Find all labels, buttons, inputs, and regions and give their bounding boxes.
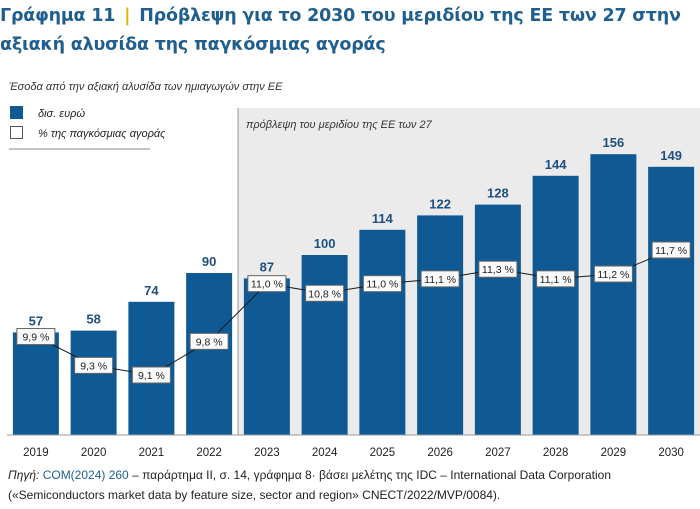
percent-box-2030 <box>651 241 691 259</box>
title-text: Πρόβλεψη για το 2030 του μεριδίου της ΕΕ… <box>0 6 681 55</box>
figure-number: Γράφημα 11 <box>0 6 116 26</box>
bar-value-2023: 87 <box>260 259 274 274</box>
bar-2024 <box>301 255 348 435</box>
percent-box-2024 <box>305 284 345 302</box>
x-tick-2029: 2029 <box>601 447 627 459</box>
bar-value-2020: 58 <box>86 312 100 327</box>
x-tick-2027: 2027 <box>485 447 511 459</box>
percent-label-2027: 11,3 % <box>482 264 514 276</box>
percent-box-2021 <box>131 366 171 384</box>
x-tick-2020: 2020 <box>81 447 107 459</box>
title-separator: | <box>124 6 131 26</box>
bar-value-2028: 144 <box>545 157 567 172</box>
bar-value-2025: 114 <box>372 211 394 226</box>
x-tick-2025: 2025 <box>370 447 396 459</box>
legend-label-percent: % της παγκόσμιας αγοράς <box>38 128 166 140</box>
bar-value-2024: 100 <box>314 236 336 251</box>
percent-box-2019 <box>16 328 56 346</box>
legend-label-bars: δισ. ευρώ <box>38 108 85 120</box>
bar-2020 <box>70 330 117 435</box>
source-prefix: Πηγή: <box>8 468 43 482</box>
bar-2019 <box>12 332 59 435</box>
percent-box-2027 <box>478 260 518 278</box>
bar-2027 <box>474 204 521 435</box>
percent-box-2028 <box>536 270 576 288</box>
bar-value-2019: 57 <box>29 313 43 328</box>
percent-box-2026 <box>420 270 460 288</box>
bar-2026 <box>417 215 464 435</box>
bar-value-2027: 128 <box>487 186 509 201</box>
bar-value-2026: 122 <box>429 196 451 211</box>
bar-2022 <box>186 273 233 435</box>
x-tick-2019: 2019 <box>23 447 49 459</box>
percent-box-2022 <box>189 332 229 350</box>
legend-swatch-percent <box>10 126 23 139</box>
chart-title: Γράφημα 11 | Πρόβλεψη για το 2030 του με… <box>0 2 700 60</box>
percent-label-2019: 9,9 % <box>22 332 49 344</box>
percent-label-2030: 11,7 % <box>655 245 687 257</box>
percent-box-2029 <box>593 265 633 283</box>
percent-label-2029: 11,2 % <box>597 269 629 281</box>
forecast-label: πρόβλεψη του μεριδίου της ΕΕ των 27 <box>246 119 433 131</box>
bar-2029 <box>590 154 637 435</box>
bar-2023 <box>243 278 290 435</box>
percent-box-2020 <box>74 356 114 374</box>
x-tick-2021: 2021 <box>139 447 165 459</box>
percent-label-2026: 11,1 % <box>424 274 456 286</box>
source-text: – παράρτημα ΙΙ, σ. 14, γράφημα 8· βάσει … <box>8 468 612 502</box>
percent-label-2025: 11,0 % <box>366 279 398 291</box>
percent-label-2028: 11,1 % <box>540 274 572 286</box>
bar-2030 <box>648 166 695 436</box>
percent-label-2024: 10,8 % <box>308 288 341 300</box>
bar-value-2021: 74 <box>144 283 159 298</box>
source-link[interactable]: COM(2024) 260 <box>42 468 129 482</box>
bar-value-2029: 156 <box>603 135 625 150</box>
legend-swatch-bars <box>10 106 23 119</box>
percent-box-2023 <box>247 275 287 293</box>
bar-2025 <box>359 229 406 435</box>
bar-2028 <box>532 175 579 436</box>
chart-subtitle: Έσοδα από την αξιακή αλυσίδα των ημιαγωγ… <box>9 81 283 93</box>
source-note: Πηγή: COM(2024) 260 – παράρτημα ΙΙ, σ. 1… <box>8 465 698 505</box>
percent-label-2023: 11,0 % <box>251 279 283 291</box>
percent-box-2025 <box>362 275 402 293</box>
x-tick-2022: 2022 <box>196 447 222 459</box>
x-tick-2026: 2026 <box>427 447 453 459</box>
percent-label-2020: 9,3 % <box>80 360 107 372</box>
x-tick-2030: 2030 <box>658 447 684 459</box>
bar-value-2022: 90 <box>202 254 216 269</box>
percent-label-2022: 9,8 % <box>196 336 223 348</box>
bar-value-2030: 149 <box>660 148 682 163</box>
x-tick-2028: 2028 <box>543 447 569 459</box>
percent-label-2021: 9,1 % <box>138 370 165 382</box>
x-tick-2023: 2023 <box>254 447 280 459</box>
x-tick-2024: 2024 <box>312 447 338 459</box>
